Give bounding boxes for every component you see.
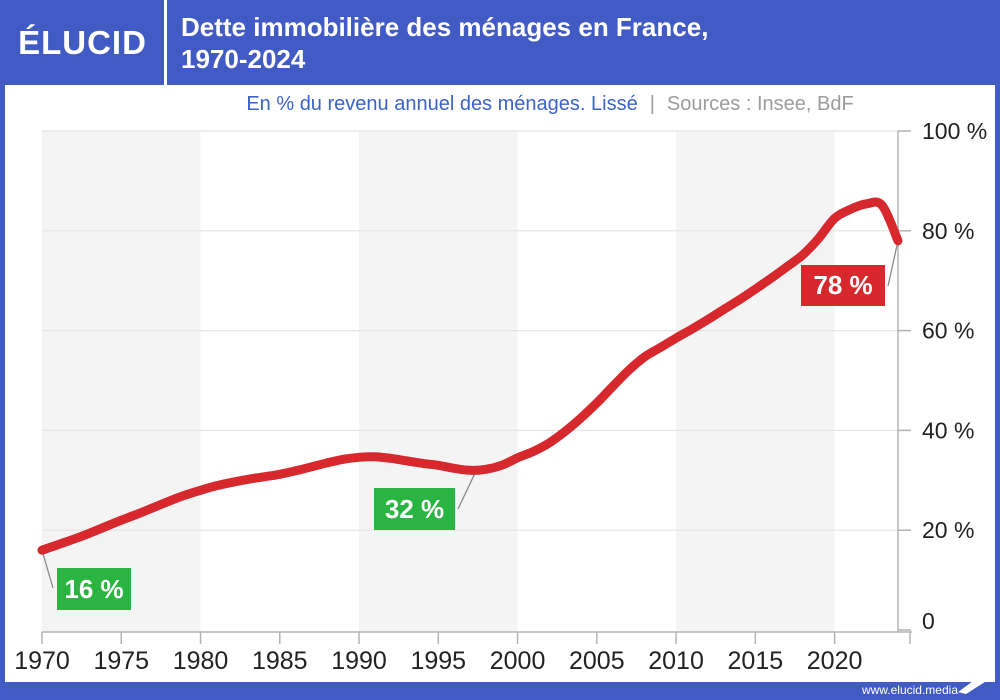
y-tick-label: 80 %: [922, 218, 974, 244]
decade-band: [42, 131, 201, 632]
y-tick-label: 40 %: [922, 417, 974, 443]
x-tick-label: 1975: [93, 647, 149, 675]
x-tick-label: 1990: [331, 647, 387, 675]
y-tick-label: 100 %: [922, 123, 987, 144]
data-label-32: 32 %: [374, 488, 455, 530]
sources-label: Sources : Insee, BdF: [666, 92, 854, 115]
debt-curve: [37, 197, 903, 555]
x-tick-label: 2010: [648, 647, 704, 675]
header-separator: [164, 0, 167, 85]
decade-band: [359, 131, 518, 632]
y-tick-label: 20 %: [922, 517, 974, 543]
x-tick-label: 1970: [14, 647, 70, 675]
debt-line-chart: 100 % 80 % 60 % 40 % 20 % 0 1970 1975 1980 1985 19…: [14, 118, 987, 675]
x-tick-label: 1995: [410, 647, 466, 675]
chart-area: 100 % 80 % 60 % 40 % 20 % 0 1970 1975 1980 1985 19…: [0, 118, 1000, 682]
header-bar: ÉLUCID Dette immobilière des ménages en …: [0, 0, 1000, 85]
x-tick-label: 2005: [569, 647, 625, 675]
x-tick-label: 1985: [252, 647, 308, 675]
x-tick-label: 2000: [490, 647, 546, 675]
page-title: Dette immobilière des ménages en France,…: [181, 0, 708, 85]
x-tick-label: 2015: [728, 647, 784, 675]
data-label-16: 16 %: [57, 568, 131, 610]
annotation-connector: [41, 549, 54, 589]
left-border: [0, 85, 5, 682]
x-tick-label: 1980: [173, 647, 229, 675]
y-tick-label: 0: [922, 608, 935, 634]
footer-bar: [0, 682, 1000, 700]
title-line-2: 1970-2024: [181, 43, 306, 74]
annotation-connector: [457, 470, 477, 510]
elucid-logo: ÉLUCID: [18, 23, 147, 61]
subtitle-bar: En % du revenu annuel des ménages. Lissé…: [5, 85, 995, 123]
y-tick-label: 60 %: [922, 318, 974, 344]
decade-band: [676, 131, 835, 632]
subtitle-separator: |: [649, 92, 655, 115]
x-tick-label: 2020: [807, 647, 863, 675]
chart-unit-label: En % du revenu annuel des ménages. Lissé: [246, 92, 638, 115]
right-border: [995, 85, 1000, 682]
annotation-connector: [887, 240, 899, 287]
title-line-1: Dette immobilière des ménages en France,: [181, 11, 709, 42]
data-label-78: 78 %: [801, 265, 885, 306]
website-url: www.elucid.media: [861, 683, 958, 697]
